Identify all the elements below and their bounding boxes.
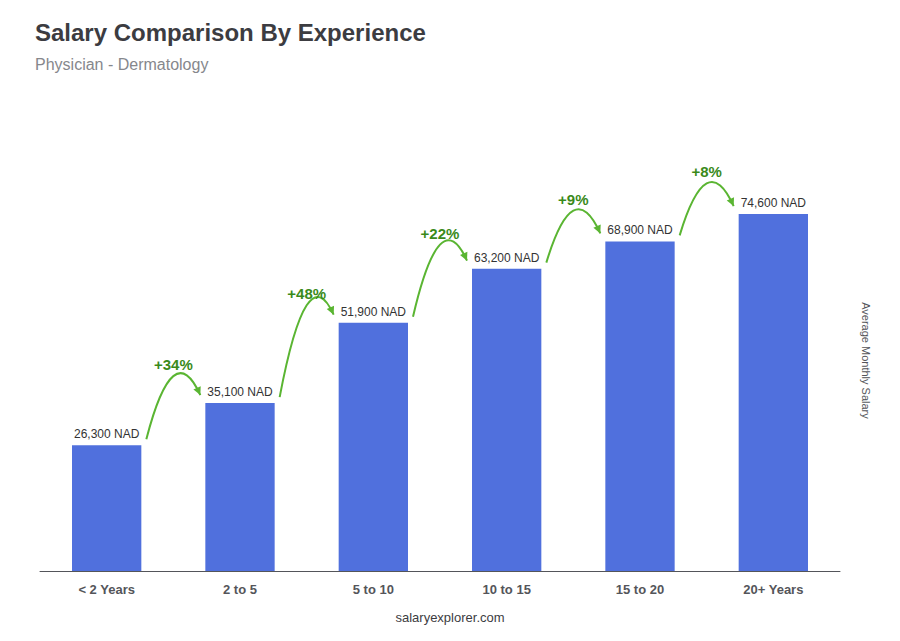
svg-text:< 2 Years: < 2 Years — [78, 582, 135, 597]
svg-text:salaryexplorer.com: salaryexplorer.com — [395, 610, 504, 625]
svg-text:15 to 20: 15 to 20 — [616, 582, 664, 597]
svg-text:51,900 NAD: 51,900 NAD — [341, 305, 407, 319]
svg-text:+48%: +48% — [287, 285, 326, 302]
svg-text:35,100 NAD: 35,100 NAD — [207, 385, 273, 399]
svg-text:+22%: +22% — [421, 225, 460, 242]
svg-text:Average Monthly Salary: Average Monthly Salary — [860, 302, 872, 419]
svg-text:+34%: +34% — [154, 356, 193, 373]
svg-text:Physician - Dermatology: Physician - Dermatology — [35, 56, 208, 73]
svg-text:10 to 15: 10 to 15 — [482, 582, 530, 597]
svg-text:+9%: +9% — [558, 191, 588, 208]
svg-text:2 to 5: 2 to 5 — [223, 582, 257, 597]
svg-text:Salary Comparison By Experienc: Salary Comparison By Experience — [35, 19, 426, 46]
svg-text:63,200 NAD: 63,200 NAD — [474, 251, 540, 265]
svg-text:+8%: +8% — [691, 163, 721, 180]
svg-text:74,600 NAD: 74,600 NAD — [741, 196, 807, 210]
svg-text:20+ Years: 20+ Years — [743, 582, 803, 597]
svg-text:68,900 NAD: 68,900 NAD — [607, 223, 673, 237]
svg-text:26,300 NAD: 26,300 NAD — [74, 427, 140, 441]
svg-text:5 to 10: 5 to 10 — [353, 582, 394, 597]
